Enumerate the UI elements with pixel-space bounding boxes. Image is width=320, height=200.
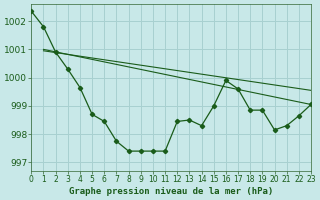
X-axis label: Graphe pression niveau de la mer (hPa): Graphe pression niveau de la mer (hPa) [69,187,273,196]
